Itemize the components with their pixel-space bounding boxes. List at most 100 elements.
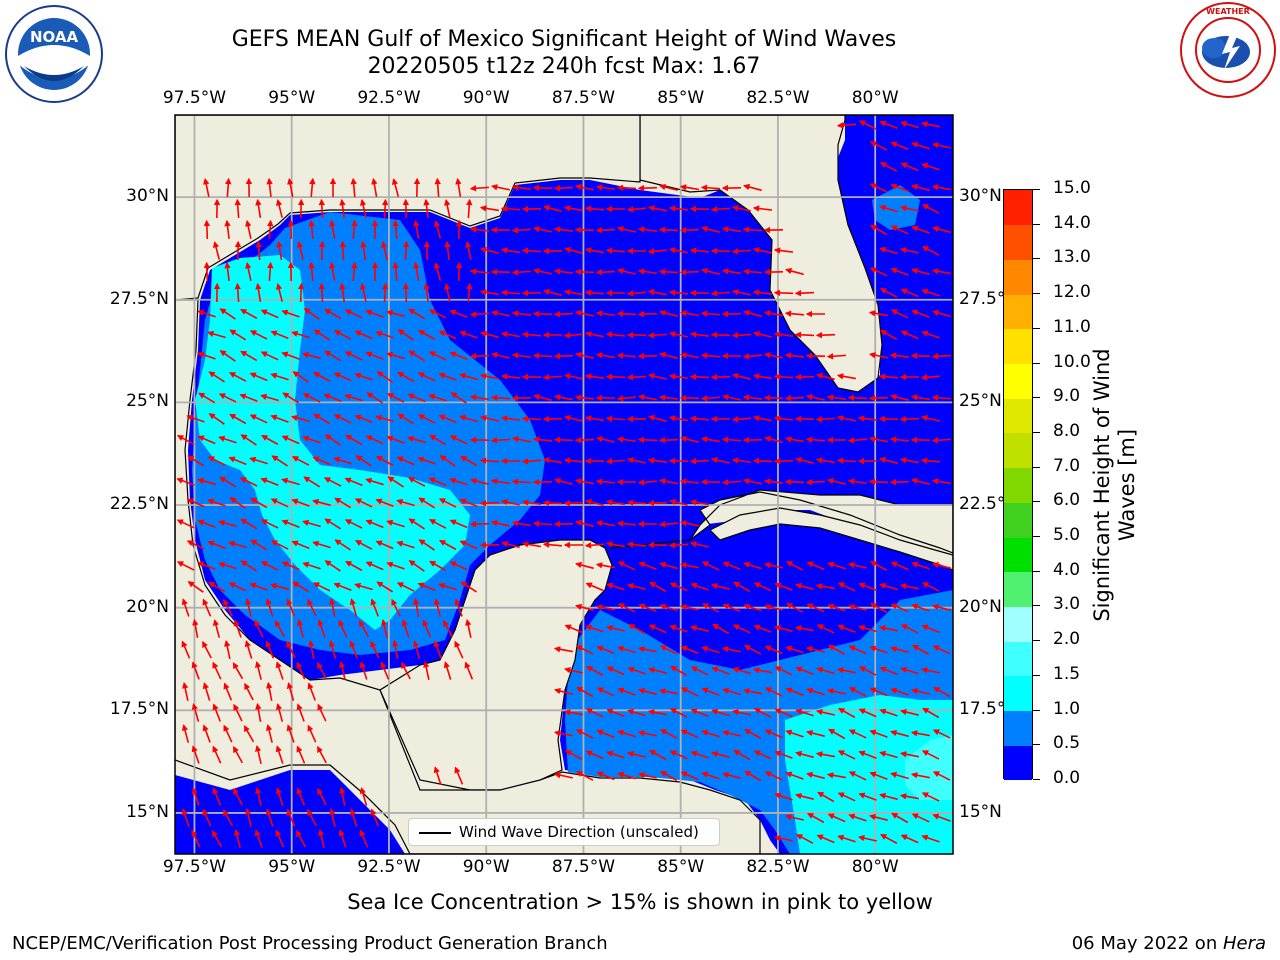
colorbar-tick [1033, 605, 1040, 607]
wave-arrow [773, 247, 794, 254]
wave-arrow [596, 645, 615, 654]
wave-arrow [595, 269, 616, 276]
wave-arrow [465, 618, 472, 638]
wave-arrow [732, 624, 751, 634]
wave-arrow [931, 353, 952, 360]
wave-arrow [921, 246, 940, 256]
wave-arrow [469, 226, 490, 233]
wave-arrow [900, 120, 919, 129]
wave-arrow [752, 667, 773, 674]
wave-arrow [469, 268, 490, 275]
wave-arrow [438, 330, 457, 340]
wave-arrow [616, 395, 637, 402]
wave-arrow [366, 392, 383, 404]
wave-arrow [911, 813, 930, 823]
wave-arrow [743, 309, 762, 318]
wave-arrow [617, 645, 636, 654]
wave-arrow [454, 640, 464, 659]
wave-arrow [605, 373, 626, 381]
wave-arrow [317, 619, 326, 638]
wave-arrow [208, 371, 225, 383]
wave-arrow [360, 282, 367, 302]
wave-arrow [606, 750, 625, 759]
wave-arrow [250, 539, 268, 551]
wave-arrow [932, 561, 951, 569]
wave-arrow [240, 434, 257, 446]
wave-arrow [433, 598, 442, 617]
wave-arrow [827, 603, 846, 612]
wave-arrow [795, 792, 814, 800]
wave-arrow [428, 351, 447, 361]
wave-arrow [181, 598, 190, 617]
wave-arrow [344, 477, 363, 487]
colorbar-label: 12.0 [1053, 282, 1091, 303]
wave-arrow [469, 311, 490, 318]
wave-arrow [721, 268, 742, 275]
wave-arrow [626, 374, 647, 381]
wave-arrow [826, 688, 846, 695]
wave-arrow [879, 162, 898, 172]
wave-arrow [575, 603, 594, 612]
colorbar-label: 9.0 [1053, 386, 1081, 407]
wave-arrow [511, 310, 532, 317]
wave-arrow [408, 560, 425, 572]
wave-arrow [742, 353, 763, 360]
wave-arrow [637, 394, 657, 401]
wave-arrow [365, 561, 384, 571]
wave-arrow [564, 624, 583, 634]
wave-arrow [291, 330, 310, 339]
colorbar-label: 15.0 [1053, 178, 1091, 198]
wave-arrow [422, 619, 432, 638]
colorbar-segment [1004, 467, 1032, 503]
wave-arrow [396, 456, 415, 466]
wave-arrow [318, 240, 326, 261]
wave-arrow [318, 828, 325, 848]
wave-arrow [438, 414, 457, 424]
wave-arrow [553, 436, 574, 444]
wave-arrow [679, 478, 700, 485]
wave-arrow [879, 582, 898, 591]
wave-arrow [658, 226, 679, 233]
wave-arrow [658, 478, 678, 485]
wave-arrow [270, 330, 289, 340]
wave-arrow [869, 267, 888, 277]
wave-arrow [240, 308, 258, 320]
wave-arrow [669, 708, 688, 718]
wave-arrow [795, 708, 814, 717]
wave-arrow [606, 708, 625, 717]
colorbar-tick [1033, 536, 1040, 538]
wave-arrow [307, 598, 317, 617]
wave-arrow [423, 282, 430, 303]
wave-arrow [359, 787, 368, 806]
wave-arrow [637, 772, 657, 779]
wave-arrow [479, 205, 500, 212]
wave-arrow [816, 624, 835, 634]
wave-arrow [302, 435, 321, 444]
wave-arrow [637, 436, 658, 443]
wave-arrow [203, 219, 211, 240]
wave-arrow [712, 623, 730, 635]
wave-arrow [212, 661, 222, 680]
wave-arrow [700, 352, 721, 359]
colorbar-label: 3.0 [1053, 594, 1081, 615]
wave-arrow [349, 640, 358, 659]
wave-arrow [753, 582, 772, 592]
wave-arrow [764, 729, 783, 739]
wave-arrow [181, 724, 190, 743]
wave-arrow [228, 540, 247, 549]
wave-arrow [837, 624, 856, 633]
wave-arrow [900, 288, 919, 298]
wave-arrow [773, 331, 794, 338]
wave-arrow [689, 331, 710, 338]
colorbar-segment [1004, 502, 1032, 538]
wave-arrow [595, 604, 616, 611]
wave-arrow [868, 478, 889, 485]
wave-arrow [229, 329, 247, 341]
wave-arrow [232, 746, 244, 764]
wave-arrow [202, 640, 212, 659]
wave-arrow [658, 521, 679, 528]
chart-title: GEFS MEAN Gulf of Mexico Significant Hei… [231, 27, 897, 52]
wave-arrow [879, 708, 898, 717]
wave-arrow [387, 476, 404, 488]
wave-arrow [176, 477, 195, 486]
